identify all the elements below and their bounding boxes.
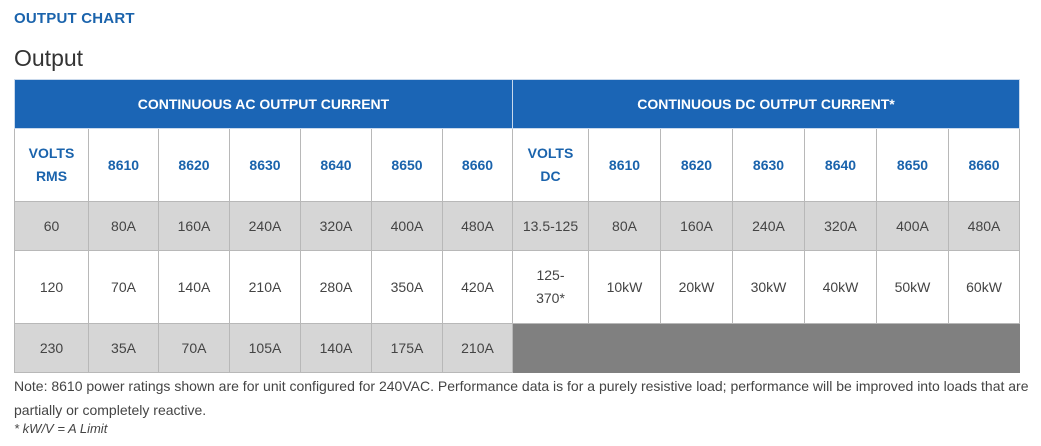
dc-model-header: 8660 xyxy=(947,128,1021,202)
dc-value-cell: 320A xyxy=(804,201,877,251)
ac-value-cell: 320A xyxy=(300,201,372,251)
ac-value-cell: 480A xyxy=(442,201,513,251)
ac-volts-cell: 60 xyxy=(14,201,89,251)
ac-value-cell: 70A xyxy=(158,323,230,373)
ac-value-cell: 140A xyxy=(158,250,230,324)
ac-value-cell: 240A xyxy=(229,201,301,251)
ac-value-cell: 280A xyxy=(300,250,372,324)
table-row: 230 35A 70A 105A 140A 175A 210A xyxy=(14,323,1021,373)
ac-volts-label-line2: RMS xyxy=(35,168,68,184)
dc-empty-block xyxy=(511,323,1021,373)
output-table: CONTINUOUS AC OUTPUT CURRENT CONTINUOUS … xyxy=(14,79,1021,373)
ac-value-cell: 35A xyxy=(88,323,159,373)
ac-value-cell: 70A xyxy=(88,250,159,324)
dc-volts-cell: 13.5-125 xyxy=(512,201,589,251)
dc-model-header: 8650 xyxy=(876,128,949,202)
ac-value-cell: 80A xyxy=(88,201,159,251)
page-title: Output xyxy=(14,45,84,71)
ac-volts-header: VOLTS RMS xyxy=(14,128,89,202)
dc-volts-label-line1: VOLTS xyxy=(527,145,574,161)
ac-volts-label-line1: VOLTS xyxy=(28,145,75,161)
ac-model-header: 8630 xyxy=(229,128,301,202)
section-heading: OUTPUT CHART xyxy=(14,10,135,27)
dc-value-cell: 240A xyxy=(732,201,805,251)
dc-model-header: 8620 xyxy=(660,128,733,202)
ac-volts-cell: 120 xyxy=(14,250,89,324)
dc-volts-label-line2: DC xyxy=(540,168,561,184)
ac-value-cell: 400A xyxy=(371,201,443,251)
ac-model-header: 8620 xyxy=(158,128,230,202)
ac-value-cell: 160A xyxy=(158,201,230,251)
dc-model-header: 8610 xyxy=(588,128,661,202)
dc-model-header: 8630 xyxy=(732,128,805,202)
ac-model-header: 8610 xyxy=(88,128,159,202)
dc-value-cell: 20kW xyxy=(660,250,733,324)
ac-value-cell: 210A xyxy=(442,323,513,373)
dc-value-cell: 30kW xyxy=(732,250,805,324)
dc-volts-header: VOLTS DC xyxy=(512,128,589,202)
ac-value-cell: 175A xyxy=(371,323,443,373)
dc-value-cell: 40kW xyxy=(804,250,877,324)
dc-volts-line2: 370* xyxy=(536,290,565,306)
ac-value-cell: 105A xyxy=(229,323,301,373)
dc-value-cell: 480A xyxy=(947,201,1021,251)
table-row: 120 70A 140A 210A 280A 350A 420A 125- 37… xyxy=(14,250,1021,324)
column-header-row: VOLTS RMS 8610 8620 8630 8640 8650 8660 … xyxy=(14,128,1021,202)
dc-group-header: CONTINUOUS DC OUTPUT CURRENT* xyxy=(511,79,1021,129)
ac-value-cell: 420A xyxy=(442,250,513,324)
ac-model-header: 8640 xyxy=(300,128,372,202)
dc-model-header: 8640 xyxy=(804,128,877,202)
ac-value-cell: 140A xyxy=(300,323,372,373)
dc-value-cell: 10kW xyxy=(588,250,661,324)
dc-volts-cell: 125- 370* xyxy=(512,250,589,324)
dc-value-cell: 400A xyxy=(876,201,949,251)
footnote-text: * kW/V = A Limit xyxy=(14,421,108,436)
dc-value-cell: 50kW xyxy=(876,250,949,324)
dc-volts-line1: 125- xyxy=(536,267,565,283)
ac-group-header: CONTINUOUS AC OUTPUT CURRENT xyxy=(14,79,513,129)
note-text: Note: 8610 power ratings shown are for u… xyxy=(14,378,1029,418)
ac-model-header: 8660 xyxy=(442,128,513,202)
ac-value-cell: 210A xyxy=(229,250,301,324)
dc-value-cell: 160A xyxy=(660,201,733,251)
ac-model-header: 8650 xyxy=(371,128,443,202)
table-row: 60 80A 160A 240A 320A 400A 480A 13.5-125… xyxy=(14,201,1021,251)
ac-volts-cell: 230 xyxy=(14,323,89,373)
ac-value-cell: 350A xyxy=(371,250,443,324)
dc-value-cell: 60kW xyxy=(947,250,1021,324)
group-header-row: CONTINUOUS AC OUTPUT CURRENT CONTINUOUS … xyxy=(14,79,1021,129)
dc-value-cell: 80A xyxy=(588,201,661,251)
